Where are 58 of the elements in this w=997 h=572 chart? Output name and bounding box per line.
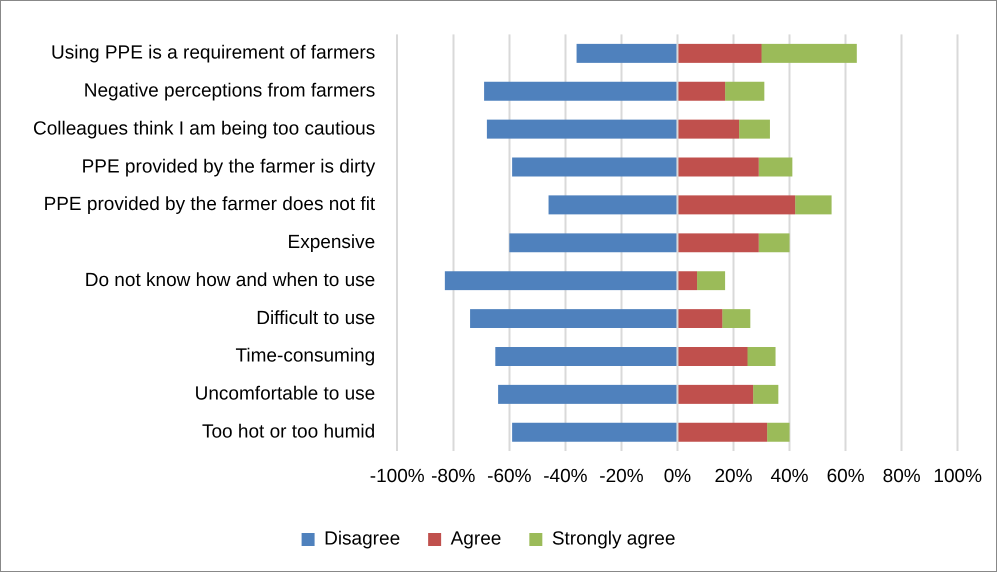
y-tick-label: PPE provided by the farmer is dirty bbox=[82, 156, 376, 178]
y-tick-label: PPE provided by the farmer does not fit bbox=[44, 194, 376, 216]
y-tick-label: Using PPE is a requirement of farmers bbox=[51, 42, 376, 64]
x-tick-label: 0% bbox=[664, 466, 692, 487]
legend-label: Agree bbox=[450, 528, 502, 550]
x-tick-label: 40% bbox=[770, 466, 809, 487]
bar bbox=[753, 384, 778, 404]
x-tick-label: 100% bbox=[933, 466, 982, 487]
bar bbox=[678, 158, 759, 176]
bar bbox=[758, 233, 790, 252]
bar bbox=[739, 120, 770, 139]
bar bbox=[758, 158, 792, 176]
bar bbox=[498, 384, 676, 404]
x-tick-label: -100% bbox=[370, 466, 425, 487]
bar bbox=[678, 309, 722, 328]
x-tick-label: 60% bbox=[826, 466, 865, 487]
bar bbox=[444, 271, 676, 290]
x-tick-label: 20% bbox=[714, 466, 753, 487]
bar bbox=[678, 195, 796, 214]
bar bbox=[678, 384, 754, 404]
y-tick-label: Negative perceptions from farmers bbox=[84, 80, 376, 102]
bar bbox=[678, 233, 759, 252]
x-tick-label: 80% bbox=[882, 466, 921, 487]
bar bbox=[470, 309, 676, 328]
y-tick-label: Difficult to use bbox=[256, 308, 376, 329]
bar bbox=[767, 422, 790, 442]
bar bbox=[762, 44, 857, 63]
legend-label: Disagree bbox=[324, 528, 400, 550]
bar bbox=[678, 422, 768, 442]
y-tick-label: Colleagues think I am being too cautious bbox=[32, 118, 376, 140]
bar bbox=[495, 347, 676, 366]
bar bbox=[548, 195, 676, 214]
x-tick-label: -40% bbox=[543, 466, 588, 487]
y-tick-label: Uncomfortable to use bbox=[194, 384, 376, 405]
y-tick-label: Do not know how and when to use bbox=[84, 270, 376, 291]
bar bbox=[484, 82, 676, 101]
legend-label: Strongly agree bbox=[552, 528, 676, 550]
bar bbox=[725, 82, 764, 101]
bar bbox=[722, 309, 750, 328]
bar bbox=[509, 233, 676, 252]
bar bbox=[678, 347, 748, 366]
bar bbox=[512, 158, 676, 176]
bar bbox=[748, 347, 776, 366]
bar bbox=[678, 82, 726, 101]
x-tick-label: -80% bbox=[431, 466, 476, 487]
y-tick-label: Time-consuming bbox=[235, 346, 376, 367]
y-tick-label: Too hot or too humid bbox=[202, 421, 376, 442]
y-tick-label: Expensive bbox=[288, 232, 376, 254]
bar bbox=[678, 271, 698, 290]
bar bbox=[678, 44, 762, 63]
bar bbox=[512, 422, 676, 442]
bar bbox=[678, 120, 740, 139]
bar bbox=[576, 44, 676, 63]
bar bbox=[486, 120, 676, 139]
x-tick-label: -60% bbox=[487, 466, 532, 487]
x-tick-label: -20% bbox=[599, 466, 644, 487]
bar bbox=[697, 271, 726, 290]
bar bbox=[795, 195, 832, 214]
